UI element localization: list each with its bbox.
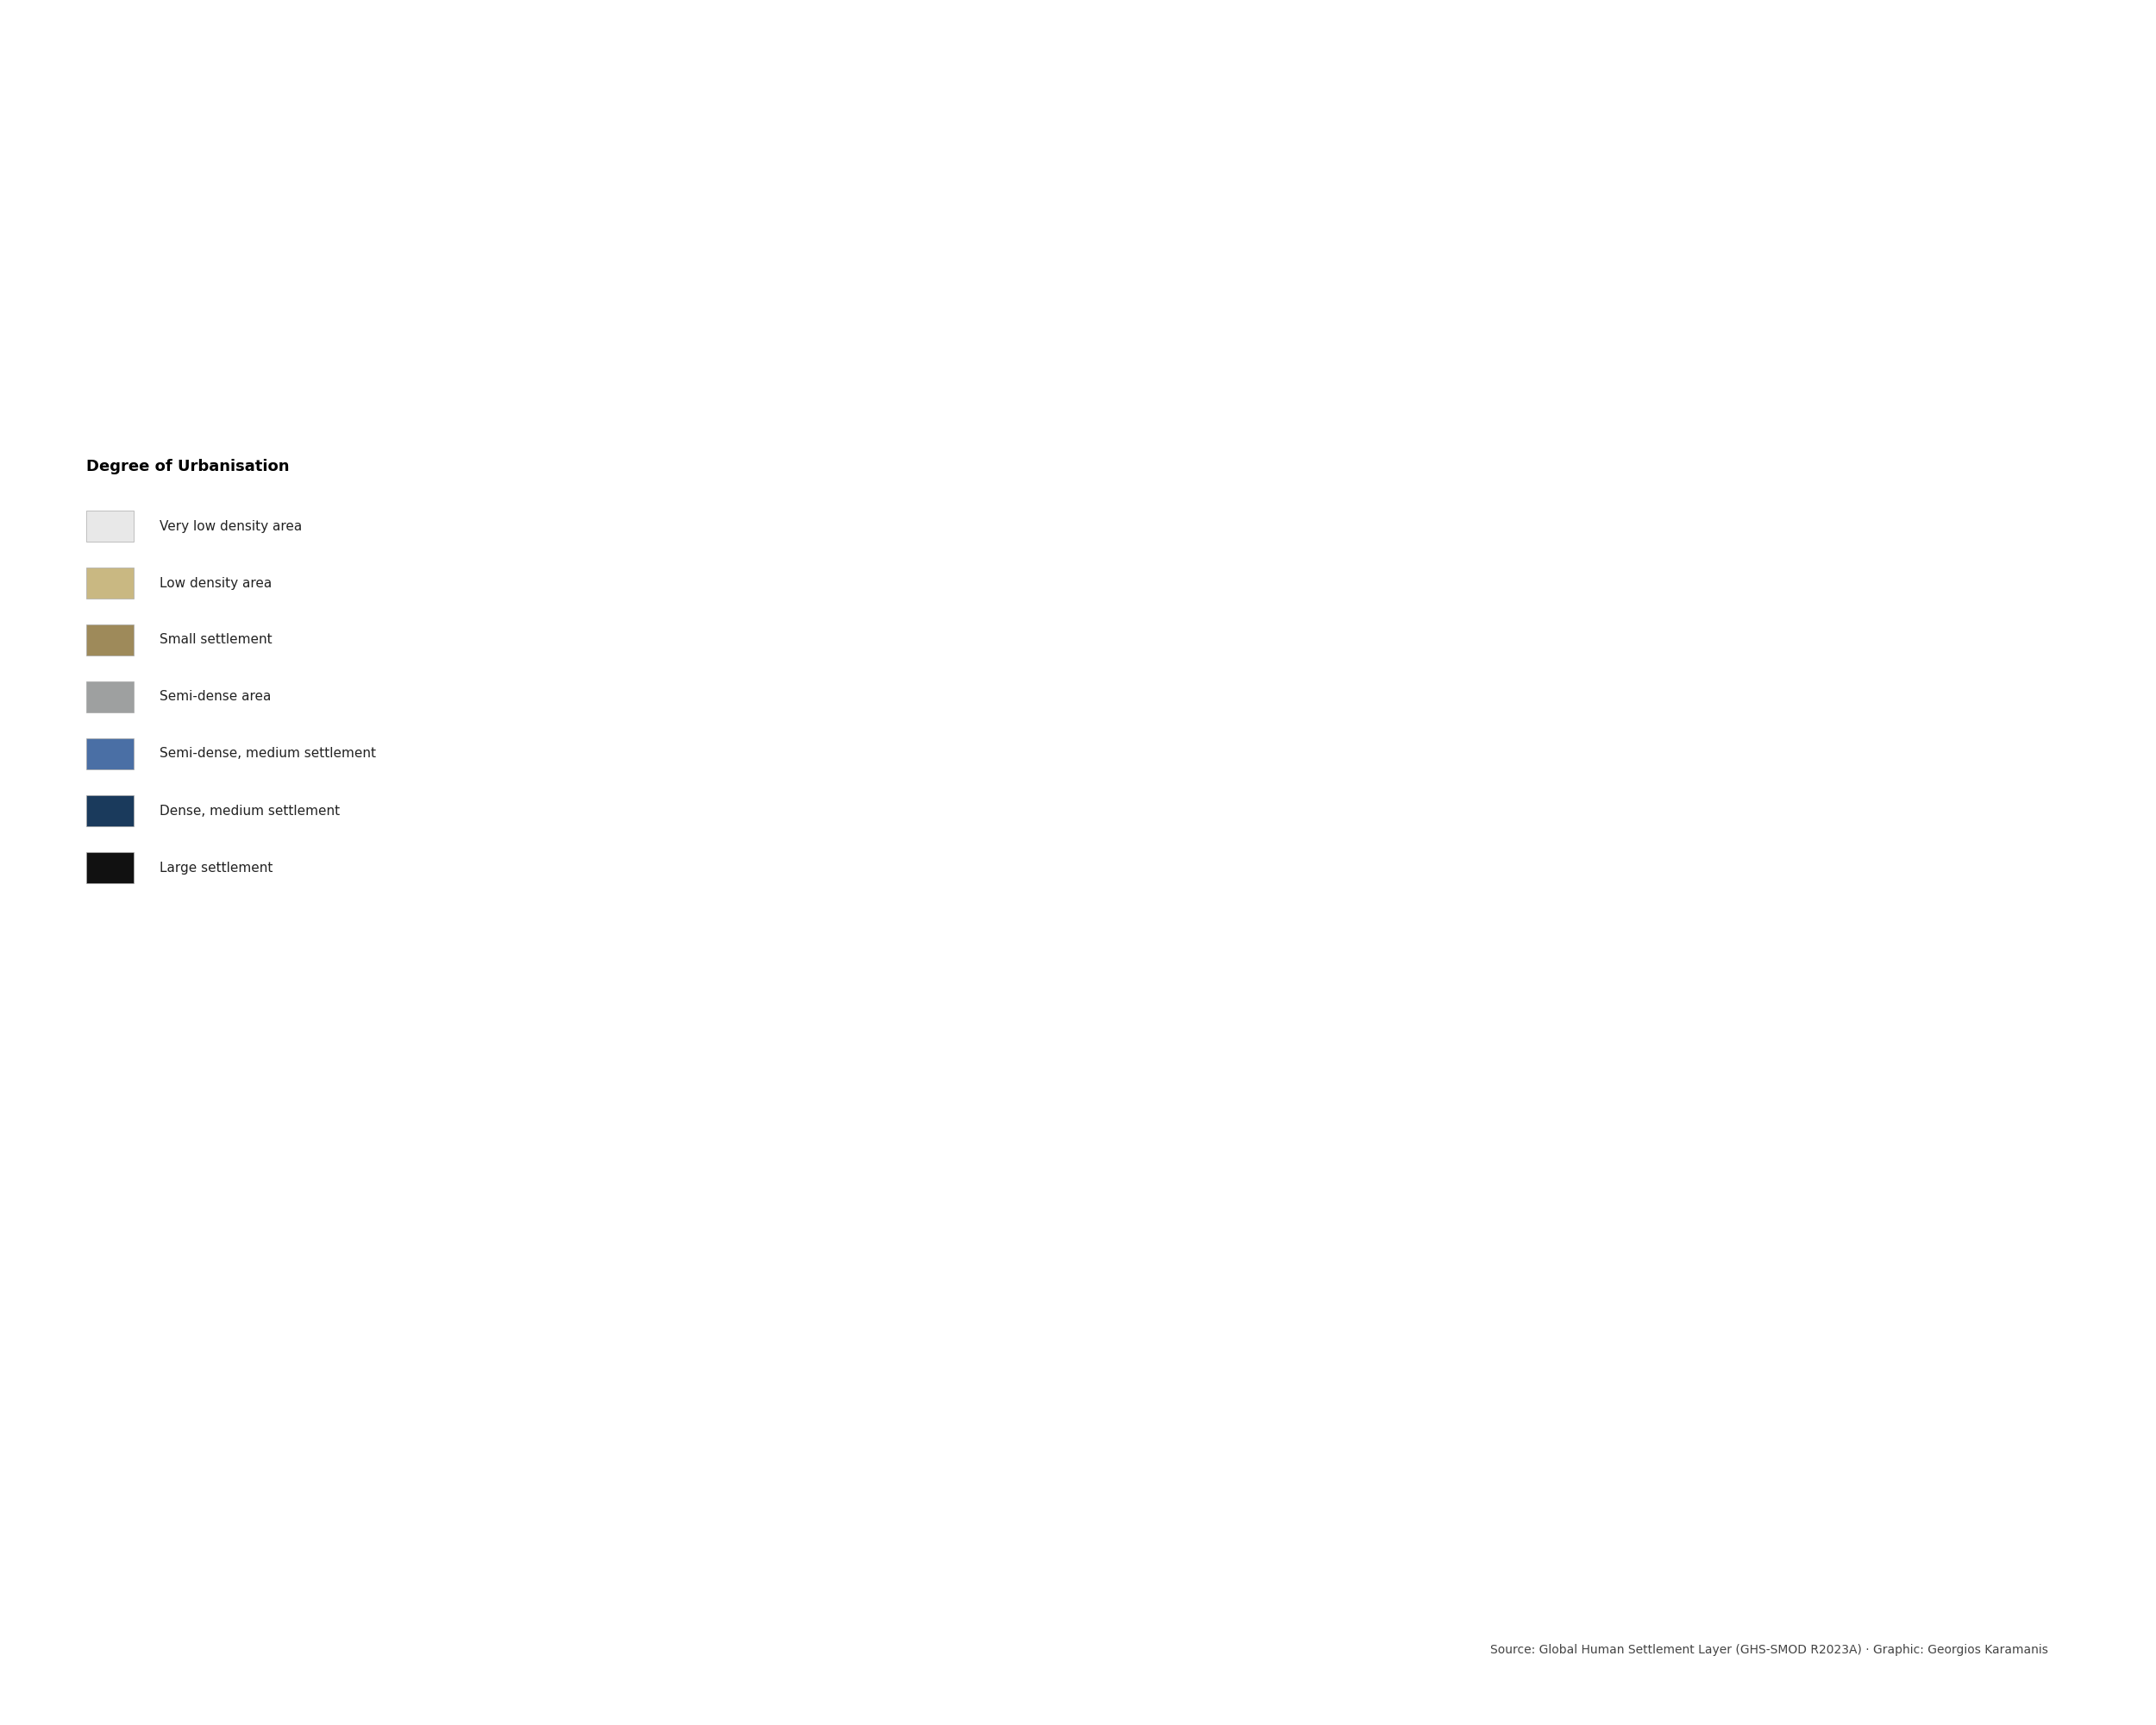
Text: Dense, medium settlement: Dense, medium settlement [160, 804, 341, 818]
Text: Semi-dense, medium settlement: Semi-dense, medium settlement [160, 747, 375, 761]
Text: Small settlement: Small settlement [160, 633, 272, 647]
Text: Source: Global Human Settlement Layer (GHS-SMOD R2023A) · Graphic: Georgios Kara: Source: Global Human Settlement Layer (G… [1490, 1644, 2048, 1656]
Text: Semi-dense area: Semi-dense area [160, 690, 272, 704]
Text: Very low density area: Very low density area [160, 519, 302, 533]
Text: Low density area: Low density area [160, 576, 272, 590]
Text: Large settlement: Large settlement [160, 861, 274, 875]
Text: Degree of Urbanisation: Degree of Urbanisation [86, 459, 289, 474]
